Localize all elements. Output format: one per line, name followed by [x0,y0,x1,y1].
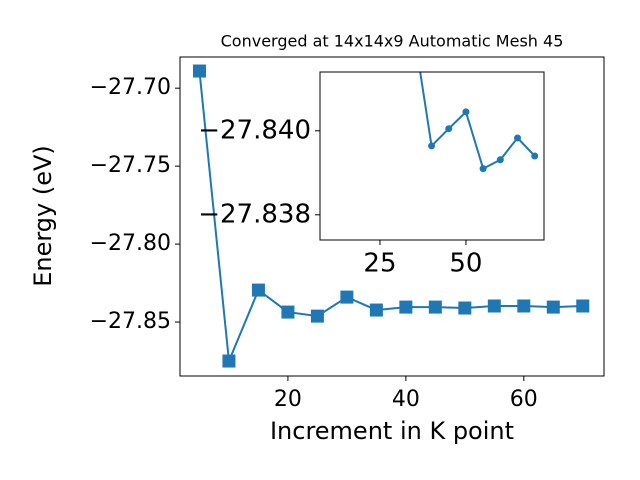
y-tick-label: −27.840 [198,115,311,145]
marker [576,299,590,313]
marker [517,299,531,313]
y-tick-label: −27.838 [198,199,311,229]
marker [445,125,453,133]
plot-clip [419,72,539,173]
x-tick-label: 50 [449,249,482,279]
y-tick-label: −27.70 [90,75,171,100]
plot-clip [192,64,590,368]
x-tick-label: 20 [274,387,302,412]
marker [222,354,236,368]
series-line [419,72,536,171]
marker [428,300,442,314]
x-tick-label: 60 [510,387,538,412]
x-tick-label: 25 [363,249,396,279]
marker [281,305,295,319]
marker [496,156,504,164]
axes-frame [179,56,605,377]
marker [399,300,413,314]
marker [514,134,522,142]
marker [531,152,539,160]
marker [479,165,487,173]
marker [462,108,470,116]
marker [340,290,354,304]
marker [458,301,472,315]
marker [310,309,324,323]
marker [369,303,383,317]
x-tick-label: 40 [392,387,420,412]
axes-frame [319,71,545,241]
marker [546,300,560,314]
y-axis-label: Energy (eV) [29,145,57,287]
x-axis-label: Increment in K point [270,417,514,445]
marker [192,64,206,78]
marker [428,142,436,150]
marker [487,299,501,313]
chart-title: Converged at 14x14x9 Automatic Mesh 45 [221,32,564,51]
y-tick-label: −27.85 [90,309,171,334]
plot-area [320,72,544,240]
y-tick-label: −27.75 [90,153,171,178]
y-tick-label: −27.80 [90,231,171,256]
marker [251,283,265,297]
